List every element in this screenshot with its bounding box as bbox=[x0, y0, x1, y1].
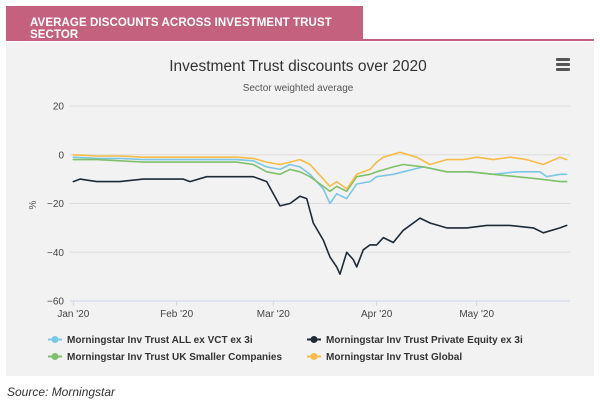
y-tick-label: 0 bbox=[58, 150, 64, 161]
chart-subtitle: Sector weighted average bbox=[243, 83, 354, 94]
x-tick-label: Apr '20 bbox=[361, 309, 393, 320]
x-tick-label: Mar '20 bbox=[257, 309, 290, 320]
legend-label: Morningstar Inv Trust Private Equity ex … bbox=[326, 335, 523, 346]
legend-label: Morningstar Inv Trust UK Smaller Compani… bbox=[67, 352, 282, 363]
y-tick-label: −20 bbox=[47, 199, 64, 210]
chart-menu-button[interactable] bbox=[551, 53, 575, 75]
banner-title: AVERAGE DISCOUNTS ACROSS INVESTMENT TRUS… bbox=[30, 17, 332, 41]
hamburger-menu-icon bbox=[556, 58, 570, 61]
legend-marker bbox=[310, 353, 318, 360]
legend-marker bbox=[51, 353, 59, 360]
legend-label: Morningstar Inv Trust ALL ex VCT ex 3i bbox=[67, 335, 253, 346]
chart-panel bbox=[6, 42, 594, 376]
y-tick-label: −60 bbox=[47, 297, 64, 308]
y-axis-label: % bbox=[28, 200, 39, 209]
legend-item[interactable]: Morningstar Inv Trust ALL ex VCT ex 3i bbox=[48, 335, 253, 346]
source-note: Source: Morningstar bbox=[7, 385, 116, 399]
x-tick-label: Jan '20 bbox=[57, 309, 89, 320]
legend-marker bbox=[51, 336, 59, 343]
legend-label: Morningstar Inv Trust Global bbox=[326, 352, 462, 363]
legend-marker bbox=[310, 336, 318, 343]
section-banner: AVERAGE DISCOUNTS ACROSS INVESTMENT TRUS… bbox=[6, 6, 363, 41]
y-tick-label: 20 bbox=[53, 102, 65, 113]
series-line-1[interactable] bbox=[72, 156, 568, 205]
y-tick-label: −40 bbox=[47, 248, 64, 259]
series-line-3[interactable] bbox=[72, 158, 568, 193]
x-tick-label: Feb '20 bbox=[160, 309, 193, 320]
series-line-4[interactable] bbox=[72, 151, 568, 190]
banner-rule bbox=[6, 39, 594, 41]
hamburger-menu-icon-bar bbox=[556, 68, 570, 71]
legend-item[interactable]: Morningstar Inv Trust Private Equity ex … bbox=[307, 335, 523, 346]
x-tick-label: May '20 bbox=[459, 309, 494, 320]
hamburger-menu-icon-bar bbox=[556, 63, 570, 66]
legend-item[interactable]: Morningstar Inv Trust UK Smaller Compani… bbox=[48, 352, 282, 363]
series-line-2[interactable] bbox=[72, 175, 568, 275]
chart-title: Investment Trust discounts over 2020 bbox=[169, 58, 427, 75]
legend-item[interactable]: Morningstar Inv Trust Global bbox=[307, 352, 462, 363]
